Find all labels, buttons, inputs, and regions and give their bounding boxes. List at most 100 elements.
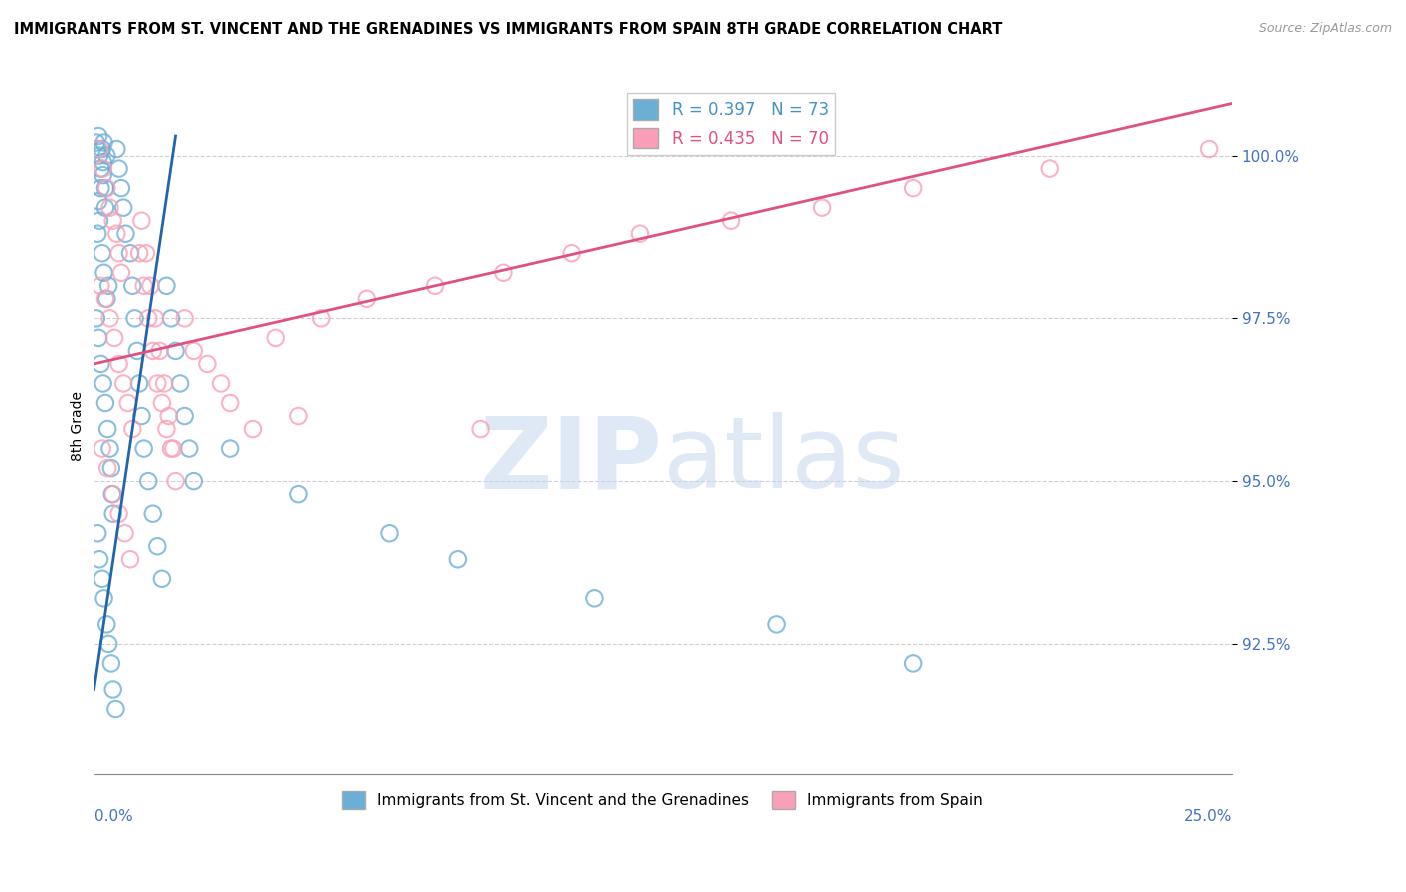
Point	[264, 331, 287, 345]
Point	[121, 422, 143, 436]
Point	[101, 507, 124, 521]
Point	[1198, 142, 1220, 156]
Point	[160, 311, 183, 326]
Point	[90, 246, 112, 260]
Point	[561, 246, 583, 260]
Point	[135, 246, 157, 260]
Point	[118, 246, 141, 260]
Point	[100, 657, 122, 671]
Point	[132, 442, 155, 456]
Point	[142, 343, 165, 358]
Point	[105, 142, 128, 156]
Point	[86, 227, 108, 241]
Text: ZIP: ZIP	[479, 412, 662, 509]
Point	[179, 442, 201, 456]
Point	[91, 161, 114, 176]
Point	[118, 552, 141, 566]
Point	[287, 409, 309, 423]
Point	[87, 552, 110, 566]
Point	[96, 617, 118, 632]
Point	[96, 422, 118, 436]
Point	[146, 539, 169, 553]
Point	[89, 161, 111, 176]
Point	[93, 591, 115, 606]
Point	[86, 142, 108, 156]
Point	[107, 357, 129, 371]
Point	[125, 343, 148, 358]
Point	[84, 136, 107, 150]
Point	[91, 376, 114, 391]
Point	[101, 213, 124, 227]
Point	[197, 357, 219, 371]
Point	[89, 181, 111, 195]
Point	[132, 278, 155, 293]
Point	[128, 376, 150, 391]
Point	[628, 227, 651, 241]
Point	[162, 442, 184, 456]
Point	[97, 637, 120, 651]
Point	[309, 311, 332, 326]
Point	[112, 201, 135, 215]
Point	[90, 142, 112, 156]
Point	[183, 343, 205, 358]
Text: 0.0%: 0.0%	[94, 809, 132, 824]
Point	[356, 292, 378, 306]
Point	[173, 409, 195, 423]
Point	[90, 442, 112, 456]
Point	[209, 376, 232, 391]
Point	[146, 376, 169, 391]
Point	[136, 474, 159, 488]
Point	[136, 311, 159, 326]
Point	[89, 357, 111, 371]
Point	[96, 292, 118, 306]
Point	[219, 442, 242, 456]
Point	[114, 526, 136, 541]
Point	[96, 148, 118, 162]
Point	[87, 213, 110, 227]
Text: Source: ZipAtlas.com: Source: ZipAtlas.com	[1258, 22, 1392, 36]
Point	[169, 376, 191, 391]
Point	[149, 343, 172, 358]
Point	[470, 422, 492, 436]
Point	[104, 702, 127, 716]
Point	[114, 227, 136, 241]
Point	[142, 507, 165, 521]
Point	[121, 278, 143, 293]
Point	[107, 507, 129, 521]
Point	[101, 487, 124, 501]
Point	[110, 181, 132, 195]
Point	[124, 311, 146, 326]
Point	[160, 442, 183, 456]
Point	[91, 168, 114, 182]
Point	[378, 526, 401, 541]
Point	[98, 442, 121, 456]
Point	[143, 311, 166, 326]
Point	[901, 657, 924, 671]
Point	[94, 396, 117, 410]
Point	[447, 552, 470, 566]
Point	[157, 409, 180, 423]
Point	[242, 422, 264, 436]
Point	[87, 129, 110, 144]
Point	[93, 266, 115, 280]
Point	[153, 376, 176, 391]
Y-axis label: 8th Grade: 8th Grade	[72, 391, 86, 461]
Point	[131, 213, 153, 227]
Point	[96, 181, 118, 195]
Point	[219, 396, 242, 410]
Text: IMMIGRANTS FROM ST. VINCENT AND THE GRENADINES VS IMMIGRANTS FROM SPAIN 8TH GRAD: IMMIGRANTS FROM ST. VINCENT AND THE GREN…	[14, 22, 1002, 37]
Point	[107, 161, 129, 176]
Point	[128, 246, 150, 260]
Point	[583, 591, 606, 606]
Point	[150, 572, 173, 586]
Point	[155, 422, 177, 436]
Point	[165, 343, 187, 358]
Point	[101, 682, 124, 697]
Point	[96, 461, 118, 475]
Point	[423, 278, 446, 293]
Point	[87, 142, 110, 156]
Point	[101, 487, 124, 501]
Point	[183, 474, 205, 488]
Text: atlas: atlas	[662, 412, 904, 509]
Point	[765, 617, 787, 632]
